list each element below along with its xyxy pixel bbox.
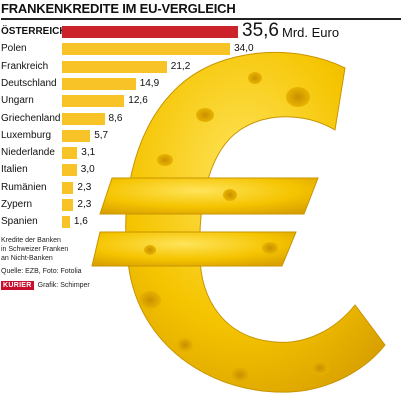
bar <box>62 164 77 176</box>
category-label: Griechenland <box>1 113 61 124</box>
cheese-hole <box>177 338 193 352</box>
unit-label: Mrd. Euro <box>282 25 340 40</box>
value-label: 5,7 <box>94 130 109 141</box>
source-text: Quelle: EZB, Foto: Fotolia <box>1 268 82 275</box>
cheese-hole <box>311 361 329 375</box>
cheese-hole <box>223 189 237 201</box>
cheese-hole <box>286 87 310 107</box>
value-label: 2,3 <box>77 182 92 193</box>
category-label: Luxemburg <box>1 130 52 141</box>
bar <box>62 216 70 228</box>
kurier-logo: KURIER <box>1 281 34 290</box>
bar <box>62 147 78 159</box>
category-label: Ungarn <box>1 95 34 106</box>
euro-bar-upper <box>99 177 319 215</box>
category-label: Niederlande <box>1 147 55 158</box>
cheese-hole <box>230 367 250 383</box>
category-label: Frankreich <box>1 61 49 72</box>
value-label: 1,6 <box>73 216 88 227</box>
value-label: 12,6 <box>128 95 148 106</box>
cheese-hole <box>139 291 161 309</box>
cheese-hole <box>196 108 214 122</box>
cheese-hole <box>248 72 262 84</box>
category-label: Polen <box>1 43 27 54</box>
chart-title: FRANKENKREDITE IM EU-VERGLEICH <box>1 1 401 20</box>
category-label: Rumänien <box>1 182 47 193</box>
bar <box>62 130 91 142</box>
bar <box>62 26 238 38</box>
category-label: Italien <box>1 164 28 175</box>
bar <box>62 199 74 211</box>
cheese-hole <box>144 245 156 255</box>
bar <box>62 43 231 55</box>
cheese-hole <box>157 154 173 166</box>
bar <box>62 95 125 107</box>
value-label: 21,2 <box>170 61 191 72</box>
category-label: Deutschland <box>1 78 57 89</box>
category-label: Spanien <box>1 216 38 227</box>
graphic-credit: Grafik: Schimper <box>37 282 90 289</box>
value-label: 35,6 <box>242 20 279 41</box>
note-line: Kredite der Banken <box>1 237 61 244</box>
credit-line: KURIER Grafik: Schimper <box>1 281 90 290</box>
cheese-hole <box>262 242 278 254</box>
value-label: 3,0 <box>80 164 95 175</box>
value-label: 8,6 <box>108 113 123 124</box>
bar <box>62 61 167 73</box>
note-line: an Nicht-Banken <box>1 255 53 262</box>
bar <box>62 78 136 90</box>
bar <box>62 113 105 125</box>
value-label: 2,3 <box>77 199 92 210</box>
category-label: ÖSTERREICH <box>1 26 67 37</box>
value-label: 34,0 <box>234 43 254 54</box>
value-label: 14,9 <box>139 78 160 89</box>
category-label: Zypern <box>1 199 33 210</box>
euro-body <box>125 51 386 393</box>
bar <box>62 182 74 194</box>
value-label: 3,1 <box>81 147 96 158</box>
euro-bar-lower <box>91 231 297 267</box>
note-line: in Schweizer Franken <box>1 246 69 253</box>
